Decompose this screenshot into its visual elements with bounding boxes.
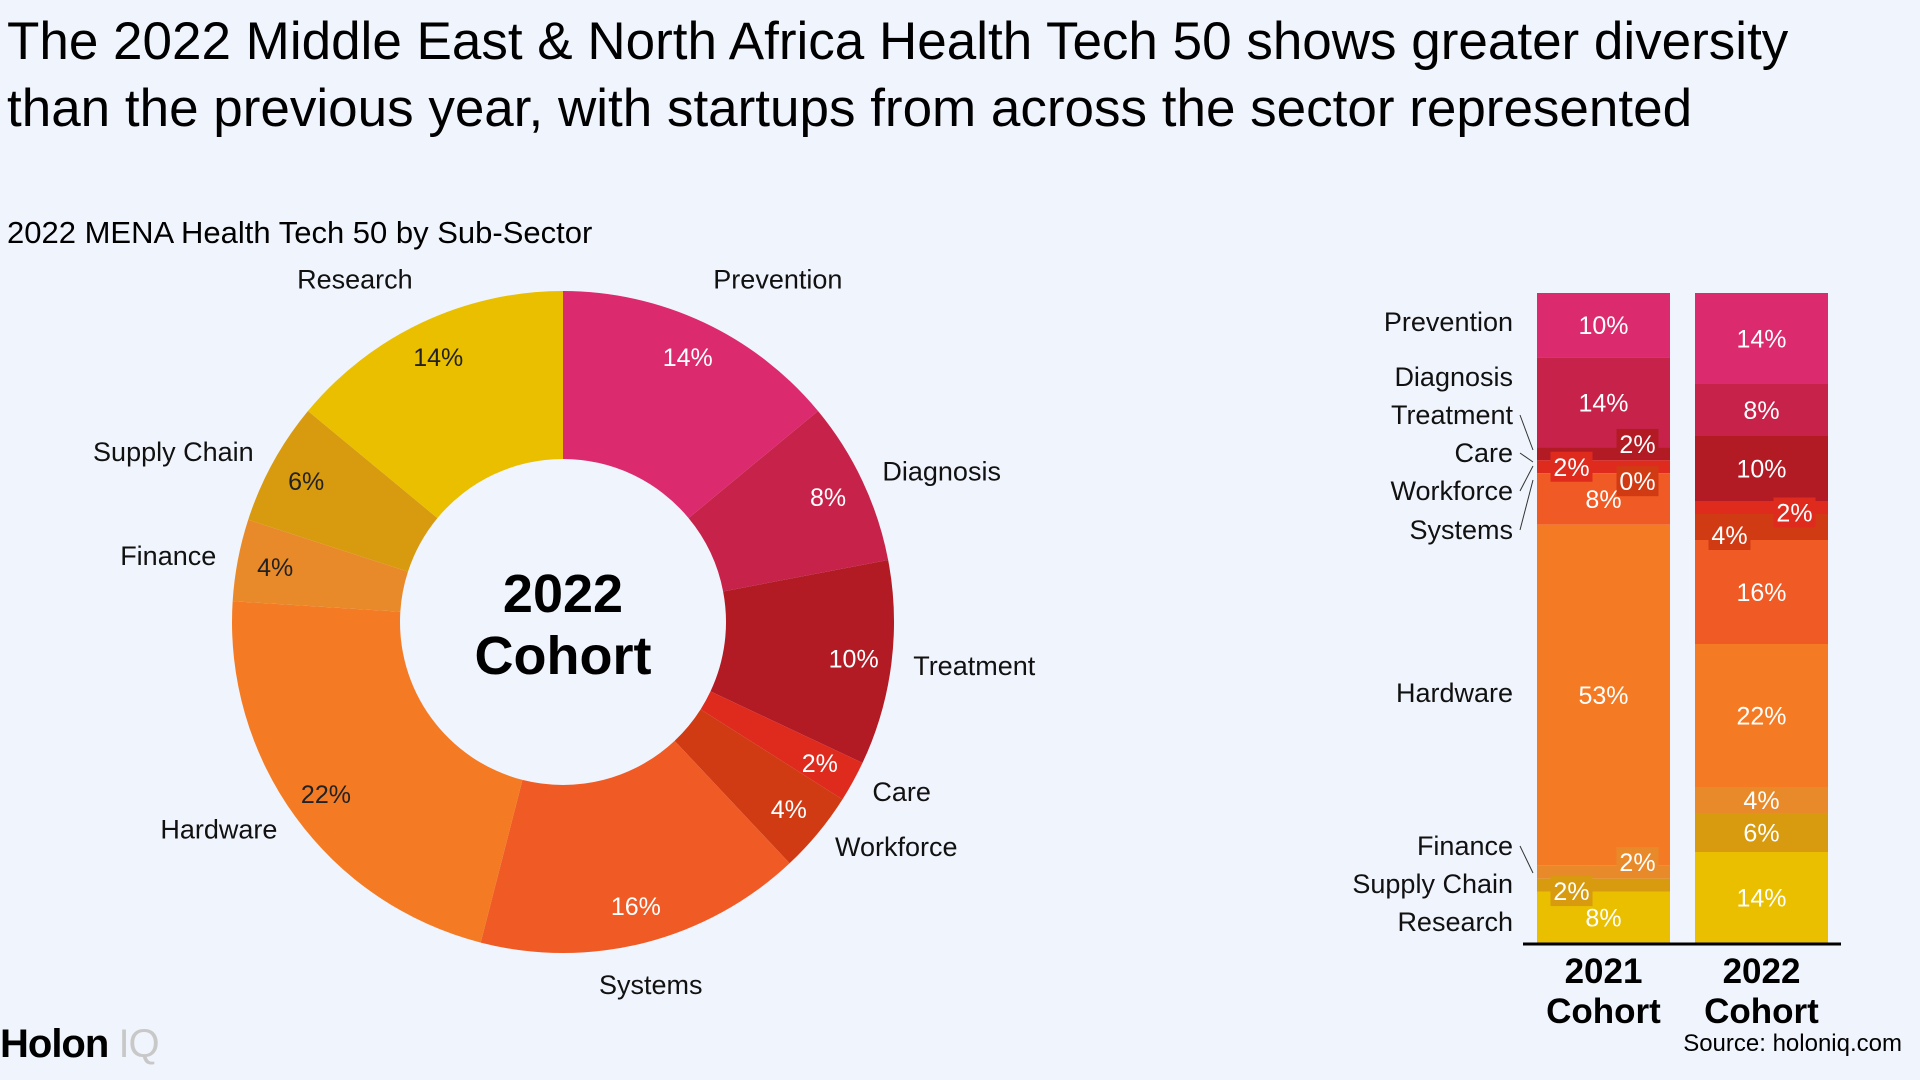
legend-label-research: Research xyxy=(1397,907,1513,937)
bar-pct-label: 2% xyxy=(1553,454,1589,482)
bar-label-background xyxy=(1773,497,1816,528)
donut-category-label: Diagnosis xyxy=(882,457,1001,487)
bar-pct-label: 2% xyxy=(1619,431,1655,459)
logo-main: Holon xyxy=(0,1022,109,1066)
donut-category-label: Research xyxy=(297,265,413,295)
chart-title: The 2022 Middle East & North Africa Heal… xyxy=(7,12,1789,138)
bar-pct-label: 8% xyxy=(1743,397,1779,425)
donut-category-label: Hardware xyxy=(160,814,277,844)
donut-pct-label: 2% xyxy=(802,750,838,778)
donut-center-label: 2022 xyxy=(503,564,623,624)
donut-slice-care xyxy=(700,691,863,800)
bar-pct-label: 4% xyxy=(1711,522,1747,550)
bar-segment-systems xyxy=(1695,540,1828,644)
bar-pct-label: 4% xyxy=(1743,787,1779,815)
legend-leader-line xyxy=(1519,479,1534,531)
bar-segment-diagnosis xyxy=(1695,384,1828,436)
donut-slice-diagnosis xyxy=(688,411,889,592)
legend-label-prevention: Prevention xyxy=(1384,307,1513,337)
legend-label-workforce: Workforce xyxy=(1390,476,1513,506)
donut-slice-hardware xyxy=(231,601,523,943)
bar-category-label: 2022 xyxy=(1723,952,1801,991)
donut-slice-finance xyxy=(232,519,408,612)
donut-category-label: Care xyxy=(872,777,931,807)
source-note: Source: holoniq.com xyxy=(1683,1030,1902,1057)
bar-pct-label: 2% xyxy=(1776,500,1812,528)
donut-category-label: Systems xyxy=(599,970,703,1000)
bar-pct-label: 8% xyxy=(1585,904,1621,932)
donut-pct-label: 4% xyxy=(257,554,293,582)
donut-pct-label: 14% xyxy=(413,344,463,372)
donut-category-label: Workforce xyxy=(835,832,958,862)
legend-label-diagnosis: Diagnosis xyxy=(1394,362,1513,392)
bar-pct-label: 0% xyxy=(1619,468,1655,496)
bar-segment-prevention xyxy=(1537,293,1670,358)
logo-accent: IQ xyxy=(118,1022,159,1066)
donut-center-label: Cohort xyxy=(475,626,652,686)
donut-slice-research xyxy=(307,291,563,519)
legend-label-finance: Finance xyxy=(1417,831,1513,861)
donut-category-label: Finance xyxy=(120,541,216,571)
legend-label-care: Care xyxy=(1454,438,1513,468)
legend-label-hardware: Hardware xyxy=(1396,678,1513,708)
legend-leader-line xyxy=(1519,845,1534,874)
bar-pct-label: 16% xyxy=(1736,579,1786,607)
bar-segment-finance xyxy=(1695,787,1828,813)
donut-pct-label: 22% xyxy=(301,781,351,809)
legend-leader-line xyxy=(1519,465,1534,492)
bar-segment-supply-chain xyxy=(1695,813,1828,852)
legend-leader-line xyxy=(1519,414,1534,451)
donut-category-label: Treatment xyxy=(913,651,1036,681)
chart-subtitle: 2022 MENA Health Tech 50 by Sub-Sector xyxy=(7,215,593,250)
donut-slice-supply-chain xyxy=(248,411,438,572)
bar-label-background xyxy=(1550,451,1593,482)
legend-label-supply-chain: Supply Chain xyxy=(1352,869,1513,899)
legend-leader-line xyxy=(1519,452,1534,463)
bar-pct-label: 53% xyxy=(1578,682,1628,710)
bar-pct-label: 2% xyxy=(1619,849,1655,877)
bar-category-label: Cohort xyxy=(1546,992,1661,1031)
legend-label-treatment: Treatment xyxy=(1391,400,1514,430)
bar-pct-label: 2% xyxy=(1553,878,1589,906)
donut-pct-label: 8% xyxy=(810,484,846,512)
bar-segment-hardware xyxy=(1537,524,1670,866)
donut-pct-label: 14% xyxy=(663,344,713,372)
donut-pct-label: 16% xyxy=(611,893,661,921)
bar-segment-treatment xyxy=(1695,436,1828,501)
bar-category-label: 2021 xyxy=(1565,952,1643,991)
bar-label-background xyxy=(1616,847,1659,878)
bar-segment-prevention xyxy=(1695,293,1828,384)
bar-pct-label: 14% xyxy=(1736,326,1786,354)
bar-segment-hardware xyxy=(1695,644,1828,787)
bar-pct-label: 10% xyxy=(1578,312,1628,340)
donut-slice-systems xyxy=(480,740,790,953)
bar-pct-label: 22% xyxy=(1736,703,1786,731)
donut-pct-label: 4% xyxy=(771,796,807,824)
donut-slice-prevention xyxy=(563,291,819,519)
legend-label-systems: Systems xyxy=(1409,515,1513,545)
donut-slice-treatment xyxy=(710,559,894,763)
bar-pct-label: 14% xyxy=(1578,389,1628,417)
donut-slice-workforce xyxy=(674,709,843,864)
bar-pct-label: 10% xyxy=(1736,456,1786,484)
bar-category-label: Cohort xyxy=(1704,992,1819,1031)
bar-label-background xyxy=(1616,428,1659,459)
donut-category-label: Supply Chain xyxy=(93,437,254,467)
donut-pct-label: 6% xyxy=(288,468,324,496)
bar-segment-research xyxy=(1695,852,1828,943)
bar-pct-label: 6% xyxy=(1743,820,1779,848)
holoniq-logo: Holon IQ xyxy=(0,1022,160,1067)
bar-label-background xyxy=(1550,876,1593,907)
donut-pct-label: 10% xyxy=(829,646,879,674)
donut-category-label: Prevention xyxy=(713,265,842,295)
bar-label-background xyxy=(1708,520,1751,550)
bar-label-background xyxy=(1616,466,1659,497)
bar-pct-label: 8% xyxy=(1585,486,1621,514)
bar-pct-label: 14% xyxy=(1736,885,1786,913)
